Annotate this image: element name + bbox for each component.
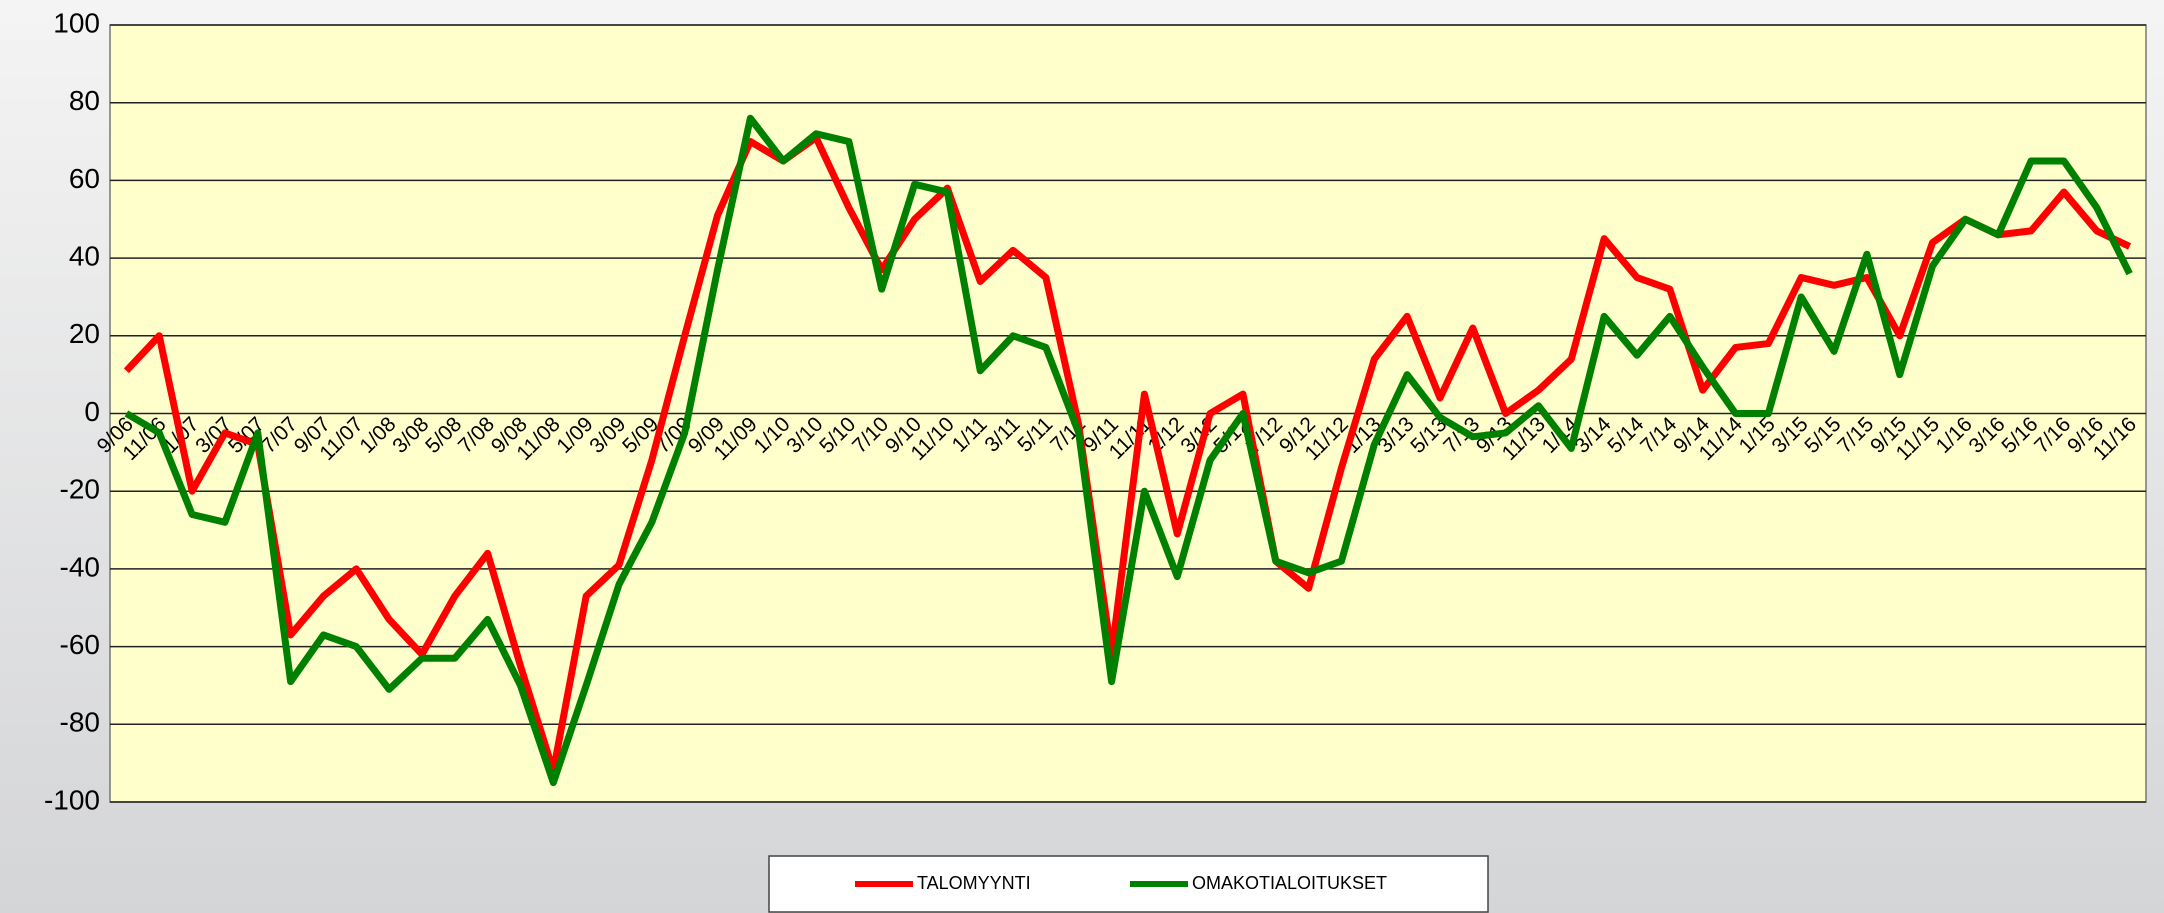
y-tick-label: -80 [60,707,100,738]
y-tick-label: -60 [60,629,100,660]
y-tick-label: 80 [69,85,100,116]
legend-label: OMAKOTIALOITUKSET [1192,873,1387,893]
legend-label: TALOMYYNTI [917,873,1031,893]
y-tick-label: 100 [53,7,100,38]
series-line [124,114,2133,787]
y-tick-label: 20 [69,318,100,349]
y-tick-label: -40 [60,551,100,582]
y-tick-label: 40 [69,240,100,271]
y-tick-label: -20 [60,474,100,505]
y-tick-label: -100 [44,784,100,815]
y-tick-label: 60 [69,163,100,194]
y-tick-label: 0 [84,396,100,427]
series-line [123,134,2132,775]
